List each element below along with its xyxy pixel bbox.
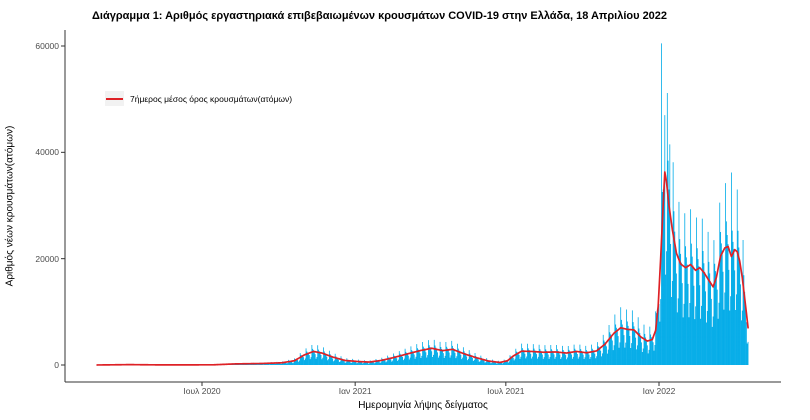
y-tick-label: 20000 xyxy=(35,253,59,264)
legend-label: 7ήμερος μέσος όρος κρουσμάτων(ατόμων) xyxy=(130,93,293,104)
x-axis-label: Ημερομηνία λήψης δείγματος xyxy=(358,400,488,411)
seven-day-average-line xyxy=(96,171,749,366)
y-tick-label: 40000 xyxy=(35,147,59,158)
y-tick-label: 0 xyxy=(54,360,59,370)
legend: 7ήμερος μέσος όρος κρουσμάτων(ατόμων) xyxy=(105,91,292,106)
x-tick-label: Ιαν 2021 xyxy=(338,386,372,396)
x-tick-label: Ιουλ 2020 xyxy=(183,386,221,396)
avg-line-icon xyxy=(106,97,123,100)
x-tick-label: Ιαν 2022 xyxy=(642,386,676,396)
x-tick-label: Ιουλ 2021 xyxy=(487,386,525,396)
daily-cases-bars xyxy=(96,43,749,366)
chart-title: Διάγραμμα 1: Αριθμός εργαστηριακά επιβεβ… xyxy=(92,10,668,22)
y-tick-label: 60000 xyxy=(35,41,59,51)
legend-key xyxy=(105,91,124,106)
